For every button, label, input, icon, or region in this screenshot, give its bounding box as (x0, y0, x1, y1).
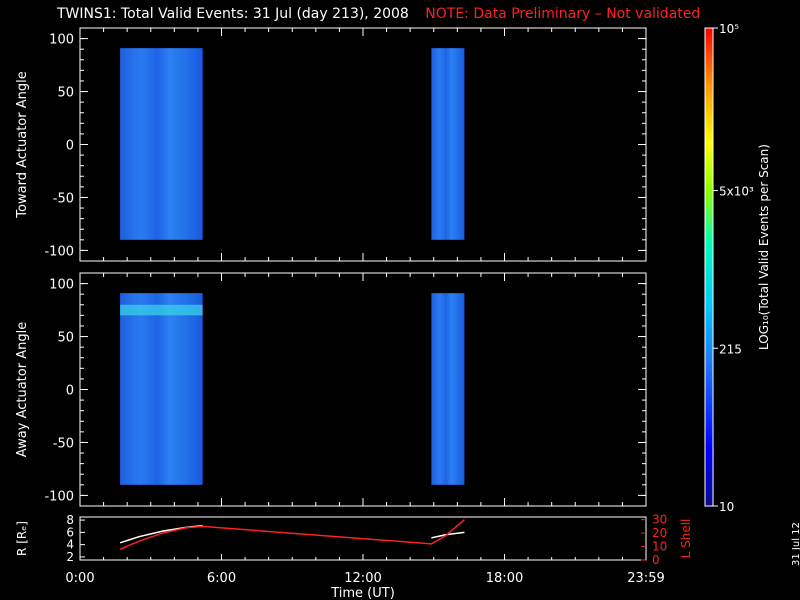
x-tick-label: 0:00 (65, 571, 94, 586)
x-tick-label: 18:00 (486, 571, 523, 586)
colorbar-tick-label: 215 (719, 342, 742, 356)
data-block (120, 48, 203, 240)
data-block (120, 293, 203, 485)
y-tick-label: 100 (49, 33, 74, 48)
y-tick-label-right: 30 (652, 513, 667, 527)
l-shell-line (119, 519, 465, 550)
y-tick-label: 0 (66, 139, 74, 154)
y-tick-label-right: 20 (652, 526, 667, 540)
y-tick-label: 8 (66, 513, 74, 527)
y-axis-label-lshell: L Shell (679, 519, 693, 559)
chart-title: TWINS1: Total Valid Events: 31 Jul (day … (57, 6, 409, 22)
x-tick-label: 6:00 (207, 571, 236, 586)
y-tick-label: 100 (49, 278, 74, 293)
y-tick-label: -50 (53, 436, 74, 451)
data-block (431, 48, 465, 240)
x-axis-label: Time (UT) (330, 586, 395, 600)
r-distance-line (431, 531, 465, 539)
preliminary-note: NOTE: Data Preliminary – Not validated (425, 6, 701, 22)
colorbar (705, 28, 713, 506)
y-tick-label: -100 (44, 489, 74, 504)
colorbar-tick-label: 10 (719, 500, 734, 514)
x-tick-label: 12:00 (344, 571, 381, 586)
y-tick-label: 50 (57, 86, 74, 101)
bright-band (120, 304, 203, 316)
y-tick-label-right: 10 (652, 540, 667, 554)
y-tick-label-right: 0 (652, 553, 660, 567)
colorbar-label: LOG₁₀(Total Valid Events per Scan) (757, 144, 771, 350)
y-axis-label: Away Actuator Angle (15, 322, 30, 457)
data-block (431, 293, 465, 485)
y-tick-label: 2 (66, 550, 74, 564)
y-tick-label: 4 (66, 538, 74, 552)
y-tick-label: -100 (44, 244, 74, 259)
colorbar-tick-label: 5x10³ (719, 185, 754, 199)
y-axis-label-r: R [Rₑ] (15, 521, 29, 556)
y-tick-label: 50 (57, 331, 74, 346)
title-line: TWINS1: Total Valid Events: 31 Jul (day … (57, 6, 700, 22)
colorbar-tick-label: 10⁵ (719, 22, 739, 36)
x-tick-label: 23:59 (627, 571, 664, 586)
y-tick-label: -50 (53, 191, 74, 206)
date-stamp: 31 Jul 12 (791, 522, 800, 566)
y-tick-label: 0 (66, 384, 74, 399)
y-tick-label: 6 (66, 525, 74, 539)
y-axis-label: Toward Actuator Angle (15, 71, 30, 218)
colorbar-frame (704, 27, 714, 507)
